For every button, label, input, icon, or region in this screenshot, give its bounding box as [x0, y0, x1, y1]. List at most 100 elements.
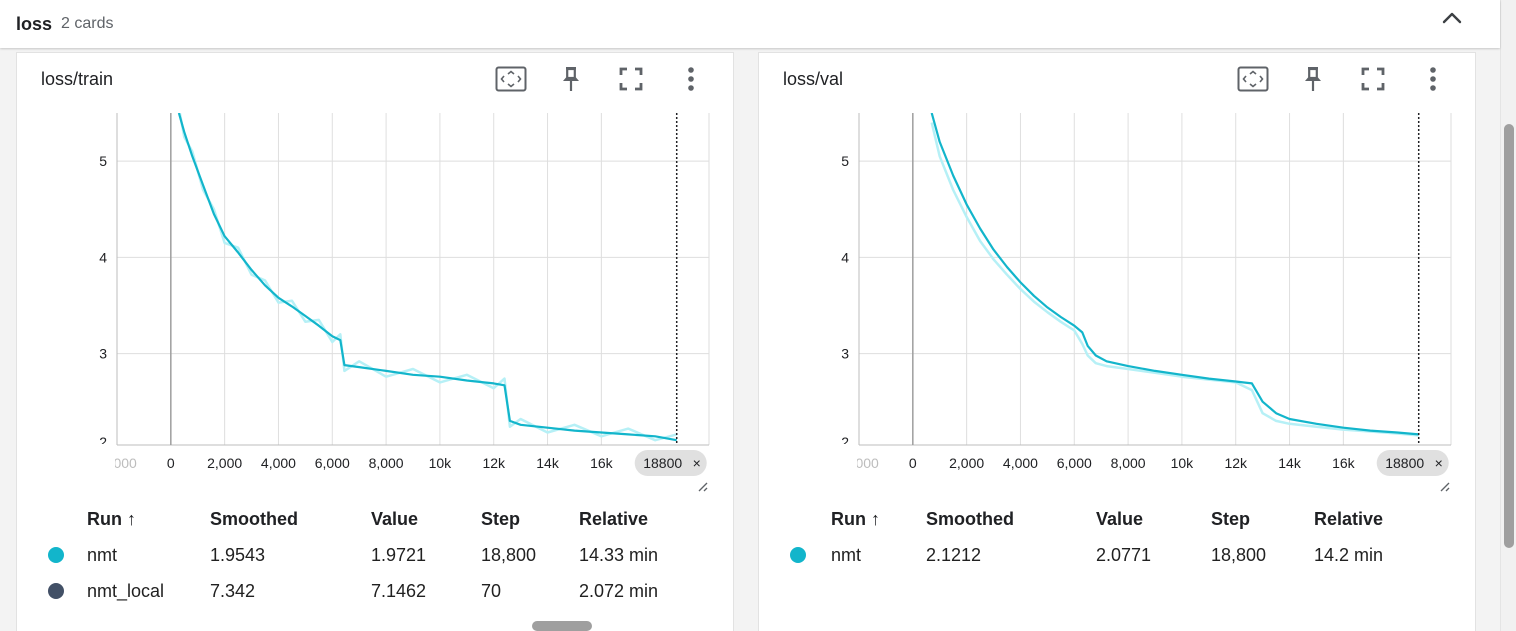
- horizontal-scrollbar-thumb[interactable]: [532, 621, 592, 631]
- header-step[interactable]: Step: [481, 509, 521, 529]
- y-tick-label: 3: [841, 346, 849, 362]
- series-raw-line: [930, 122, 1419, 437]
- group-title: loss: [16, 13, 53, 34]
- chart-svg[interactable]: 2 3 4 5 -2,000 0 2,000 4,000 6,000 8,000 10k 12k 14k…: [17, 109, 735, 499]
- pin-card-button[interactable]: [1297, 65, 1329, 93]
- close-icon[interactable]: ×: [1435, 455, 1443, 471]
- header-relative[interactable]: Relative: [1314, 509, 1384, 529]
- y-tick-label: 2: [99, 434, 107, 450]
- fullscreen-icon: [619, 67, 643, 91]
- run-smoothed: 1.9543: [210, 545, 266, 565]
- resize-handle-icon[interactable]: [1440, 482, 1450, 492]
- series-smoothed-line: [177, 113, 677, 442]
- fit-domain-icon: [1237, 66, 1269, 92]
- step-cursor-chip[interactable]: 18800 ×: [634, 450, 707, 476]
- table-row[interactable]: nmt 2.1212 2.0771 18,800 14.2 min: [759, 537, 1477, 573]
- run-step: 18,800: [481, 545, 537, 565]
- run-name: nmt: [87, 545, 118, 565]
- x-tick-label: 8,000: [1111, 455, 1146, 471]
- runs-table-header: Run ↑ Smoothed Value Step Relative: [759, 501, 1477, 537]
- chart-grid: [858, 113, 1452, 445]
- pin-icon: [1305, 67, 1321, 91]
- chart-grid: [116, 113, 710, 445]
- close-icon[interactable]: ×: [693, 455, 701, 471]
- chevron-up-icon: [1442, 12, 1462, 24]
- more-vert-icon: [1430, 67, 1436, 91]
- x-tick-label: 4,000: [261, 455, 296, 471]
- x-tick-label: 10k: [429, 455, 453, 471]
- x-tick-label: 4,000: [1003, 455, 1038, 471]
- x-tick-label: 0: [167, 455, 175, 471]
- card-toolbar: [1237, 65, 1449, 93]
- runs-table-header: Run ↑ Smoothed Value Step Relative: [17, 501, 735, 537]
- fit-domain-icon: [495, 66, 527, 92]
- header-value[interactable]: Value: [371, 509, 419, 529]
- step-chip-label: 18800: [1385, 455, 1424, 471]
- x-tick-label: 14k: [1278, 455, 1302, 471]
- header-run[interactable]: Run ↑: [87, 509, 136, 529]
- fullscreen-icon: [1361, 67, 1385, 91]
- fullscreen-button[interactable]: [1357, 65, 1389, 93]
- header-value[interactable]: Value: [1096, 509, 1144, 529]
- run-relative: 14.2 min: [1314, 545, 1384, 565]
- resize-handle-icon[interactable]: [698, 482, 708, 492]
- line-chart[interactable]: 2 3 4 5 -2,000 0 2,000 4,000 6,000 8,000 10k 12k 14k…: [17, 109, 735, 499]
- card-group-header[interactable]: loss 2 cards: [0, 0, 1500, 48]
- fit-domain-button[interactable]: [495, 65, 527, 93]
- pin-card-button[interactable]: [555, 65, 587, 93]
- run-step: 70: [481, 581, 502, 601]
- card-title: loss/val: [783, 69, 844, 89]
- x-tick-label: -2,000: [839, 455, 879, 471]
- header-smoothed[interactable]: Smoothed: [926, 509, 1014, 529]
- collapse-group-button[interactable]: [1437, 6, 1467, 30]
- table-row[interactable]: nmt_local 7.342 7.1462 70 2.072 min: [17, 573, 735, 609]
- table-row[interactable]: nmt 1.9543 1.9721 18,800 14.33 min: [17, 537, 735, 573]
- resize-line: [698, 482, 708, 492]
- series-group: [930, 113, 1419, 437]
- card-toolbar: [495, 65, 707, 93]
- x-tick-label: 2,000: [949, 455, 984, 471]
- header-relative[interactable]: Relative: [579, 509, 649, 529]
- more-options-button[interactable]: [675, 65, 707, 93]
- run-color-dot: [790, 547, 806, 563]
- run-smoothed: 7.342: [210, 581, 256, 601]
- series-group: [177, 113, 678, 442]
- x-tick-label: 14k: [536, 455, 560, 471]
- step-chip-label: 18800: [643, 455, 682, 471]
- fullscreen-button[interactable]: [615, 65, 647, 93]
- header-smoothed[interactable]: Smoothed: [210, 509, 298, 529]
- header-run[interactable]: Run ↑: [831, 509, 880, 529]
- run-name: nmt_local: [87, 581, 165, 601]
- run-color-dot: [48, 583, 64, 599]
- scalar-card-train: loss/train: [16, 52, 734, 631]
- scalar-card-val: loss/val: [758, 52, 1476, 631]
- x-tick-label: 6,000: [1057, 455, 1092, 471]
- x-tick-label: 2,000: [207, 455, 242, 471]
- card-title: loss/train: [41, 69, 114, 89]
- x-tick-label: 6,000: [315, 455, 350, 471]
- step-chip-bg: [1376, 450, 1449, 476]
- run-color-dot: [48, 547, 64, 563]
- resize-line: [1440, 482, 1450, 492]
- y-tick-label: 5: [841, 153, 849, 169]
- vertical-scrollbar-thumb[interactable]: [1504, 124, 1514, 548]
- more-options-button[interactable]: [1417, 65, 1449, 93]
- y-tick-label: 4: [99, 249, 107, 265]
- y-tick-label: 5: [99, 153, 107, 169]
- fit-domain-button[interactable]: [1237, 65, 1269, 93]
- pin-icon: [563, 67, 579, 91]
- x-tick-label: 12k: [482, 455, 506, 471]
- series-smoothed-line: [930, 113, 1419, 436]
- series-raw-line: [178, 113, 678, 442]
- group-card-count: 2 cards: [61, 15, 114, 32]
- step-chip-bg: [634, 450, 707, 476]
- run-value: 1.9721: [371, 545, 427, 565]
- step-cursor-chip[interactable]: 18800 ×: [1376, 450, 1449, 476]
- run-value: 2.0771: [1096, 545, 1152, 565]
- header-step[interactable]: Step: [1211, 509, 1251, 529]
- chart-svg[interactable]: 2 3 4 5 -2,000 0 2,000 4,000 6,000 8,000 10k 12k 14k…: [759, 109, 1477, 499]
- line-chart[interactable]: 2 3 4 5 -2,000 0 2,000 4,000 6,000 8,000 10k 12k 14k…: [759, 109, 1477, 499]
- x-tick-label: -2,000: [97, 455, 137, 471]
- run-value: 7.1462: [371, 581, 427, 601]
